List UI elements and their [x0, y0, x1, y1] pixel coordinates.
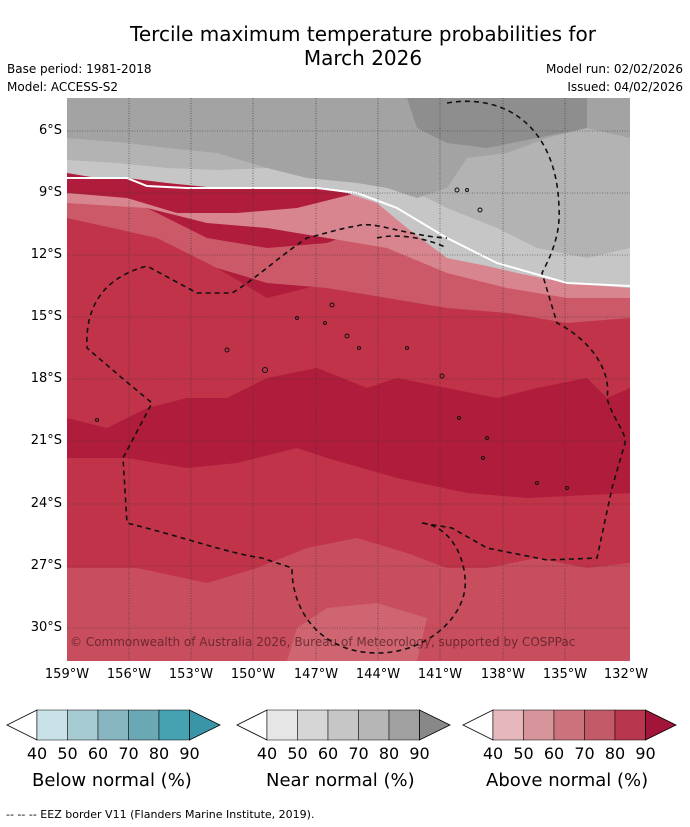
- issued-date: Issued: 04/02/2026: [567, 80, 683, 94]
- lat-label: 21°S: [30, 433, 62, 448]
- above-70-80-area: [67, 198, 630, 428]
- above-60-70-south: [67, 538, 630, 661]
- legend-swatch: [189, 709, 221, 741]
- tercile-boundary: [67, 177, 630, 287]
- legend-tick: 80: [148, 744, 170, 763]
- legend-swatch: [36, 709, 68, 741]
- above-50-60-north: [67, 193, 630, 298]
- legend-tick: 50: [57, 744, 78, 763]
- near-90-plus-area: [407, 98, 587, 148]
- legend-tick: 50: [513, 744, 534, 763]
- legend-swatch: [327, 709, 359, 741]
- meta-right: Model run: 02/02/2026 Issued: 04/02/2026: [546, 60, 683, 96]
- legend-swatch: [553, 709, 585, 741]
- lon-label: 159°W: [44, 667, 90, 682]
- lat-label: 12°S: [30, 247, 62, 262]
- eez-french-polynesia: [421, 100, 626, 561]
- legend-tick: 60: [543, 744, 565, 763]
- map-title: Tercile maximum temperature probabilitie…: [0, 22, 690, 70]
- lat-label: 6°S: [38, 123, 62, 138]
- legend-near-normal: 40 50 60 70 80 90 Near normal (%): [236, 708, 452, 791]
- legend-swatch: [297, 709, 329, 741]
- lat-label: 27°S: [30, 558, 62, 573]
- legend-tick: 70: [574, 744, 595, 763]
- legend-tick: 80: [604, 744, 626, 763]
- lon-label: 135°W: [542, 667, 588, 682]
- map-canvas: [67, 98, 630, 661]
- legend-caption: Near normal (%): [266, 770, 415, 791]
- legend-below-normal: 40 50 60 70 80 90 Below normal (%): [6, 708, 222, 791]
- legend-tick: 70: [118, 744, 139, 763]
- model-name: Model: ACCESS-S2: [7, 80, 119, 94]
- legend-swatch: [236, 709, 268, 741]
- title-line-1: Tercile maximum temperature probabilitie…: [130, 22, 596, 46]
- legend-tick: 90: [179, 744, 200, 763]
- legend-tick: 40: [26, 744, 48, 763]
- legend-colorbar-above: [462, 709, 677, 741]
- legend-colorbar-below: [6, 709, 221, 741]
- lon-label: 147°W: [293, 667, 339, 682]
- lat-label: 15°S: [30, 309, 62, 324]
- above-50-60-patch: [287, 603, 427, 661]
- legend-tick: 50: [287, 744, 308, 763]
- eez-connector: [376, 235, 448, 249]
- legend-caption: Below normal (%): [32, 770, 192, 791]
- eez-footnote: -- -- -- EEZ border V11 (Flanders Marine…: [6, 808, 315, 821]
- title-line-2: March 2026: [303, 46, 423, 70]
- legend-swatch: [266, 709, 298, 741]
- lon-label: 150°W: [230, 667, 276, 682]
- legend-tick: 80: [378, 744, 400, 763]
- lon-label: 153°W: [168, 667, 214, 682]
- lat-label: 18°S: [30, 371, 62, 386]
- lat-label: 9°S: [38, 185, 62, 200]
- legend-tick: 90: [409, 744, 430, 763]
- legend-colorbar-near: [236, 709, 451, 741]
- model-run: Model run: 02/02/2026: [545, 62, 683, 76]
- legend-swatch: [388, 709, 420, 741]
- eez-cook-islands: [86, 223, 467, 654]
- lat-label: 30°S: [30, 620, 62, 635]
- lon-label: 138°W: [480, 667, 526, 682]
- eez-borders: [86, 100, 626, 654]
- copyright-notice: © Commonwealth of Australia 2026, Bureau…: [70, 635, 576, 649]
- legend-swatch: [419, 709, 451, 741]
- legend-swatch: [614, 709, 646, 741]
- lon-label: 132°W: [603, 667, 649, 682]
- probability-map: © Commonwealth of Australia 2026, Bureau…: [67, 98, 630, 661]
- legend-tick: 60: [87, 744, 109, 763]
- lon-label: 156°W: [106, 667, 152, 682]
- meta-left: Base period: 1981-2018 Model: ACCESS-S2: [7, 60, 152, 96]
- lon-label: 144°W: [355, 667, 401, 682]
- legend-tick: 40: [256, 744, 278, 763]
- legend-tick: 90: [635, 744, 656, 763]
- legend-swatch: [584, 709, 616, 741]
- lat-label: 24°S: [30, 496, 62, 511]
- legend-tick: 60: [317, 744, 339, 763]
- legend-caption: Above normal (%): [486, 770, 649, 791]
- base-period: Base period: 1981-2018: [7, 62, 152, 76]
- lon-label: 141°W: [417, 667, 463, 682]
- legend-swatch: [358, 709, 390, 741]
- legend-swatch: [645, 709, 677, 741]
- legend-swatch: [6, 709, 38, 741]
- legend-swatch: [523, 709, 555, 741]
- legend-tick: 70: [348, 744, 369, 763]
- legend-above-normal: 40 50 60 70 80 90 Above normal (%): [462, 708, 678, 791]
- legend-tick: 40: [482, 744, 504, 763]
- legend-swatch: [97, 709, 129, 741]
- legend-swatch: [158, 709, 190, 741]
- legend-swatch: [492, 709, 524, 741]
- islands: [95, 187, 569, 490]
- legend-swatch: [128, 709, 160, 741]
- above-60-70-north: [67, 193, 630, 323]
- legend-swatch: [67, 709, 99, 741]
- legend-swatch: [462, 709, 494, 741]
